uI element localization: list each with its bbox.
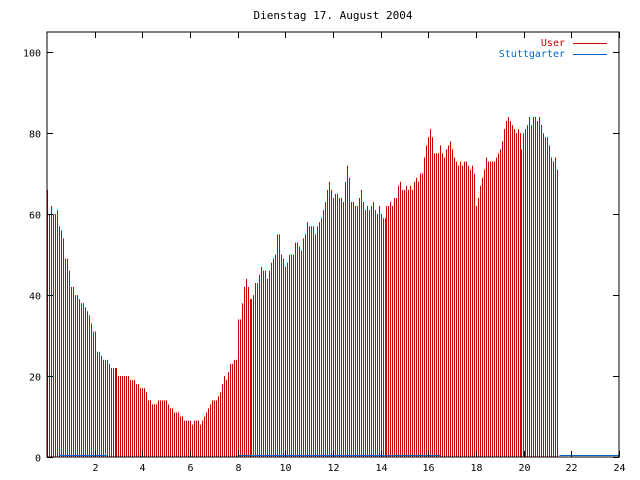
chart-title: Dienstag 17. August 2004 <box>254 9 413 22</box>
x-tick-label: 8 <box>235 463 241 474</box>
x-tick-label: 12 <box>327 463 339 474</box>
x-tick-label: 16 <box>422 463 434 474</box>
bars-layer <box>47 117 558 457</box>
x-tick-label: 18 <box>470 463 482 474</box>
y-tick-label: 80 <box>29 130 41 141</box>
y-tick-label: 0 <box>35 454 41 465</box>
x-tick-label: 20 <box>518 463 530 474</box>
y-tick-label: 100 <box>23 49 41 60</box>
x-tick-label: 4 <box>139 463 145 474</box>
x-tick-label: 10 <box>279 463 291 474</box>
y-tick-label: 60 <box>29 211 41 222</box>
legend-label: Stuttgarter <box>499 49 565 60</box>
x-tick-label: 2 <box>92 463 98 474</box>
y-tick-label: 40 <box>29 292 41 303</box>
x-tick-label: 6 <box>187 463 193 474</box>
legend-label: User <box>541 38 565 49</box>
y-tick-label: 20 <box>29 373 41 384</box>
x-tick-label: 24 <box>613 463 625 474</box>
x-tick-label: 22 <box>565 463 577 474</box>
x-tick-label: 14 <box>375 463 387 474</box>
